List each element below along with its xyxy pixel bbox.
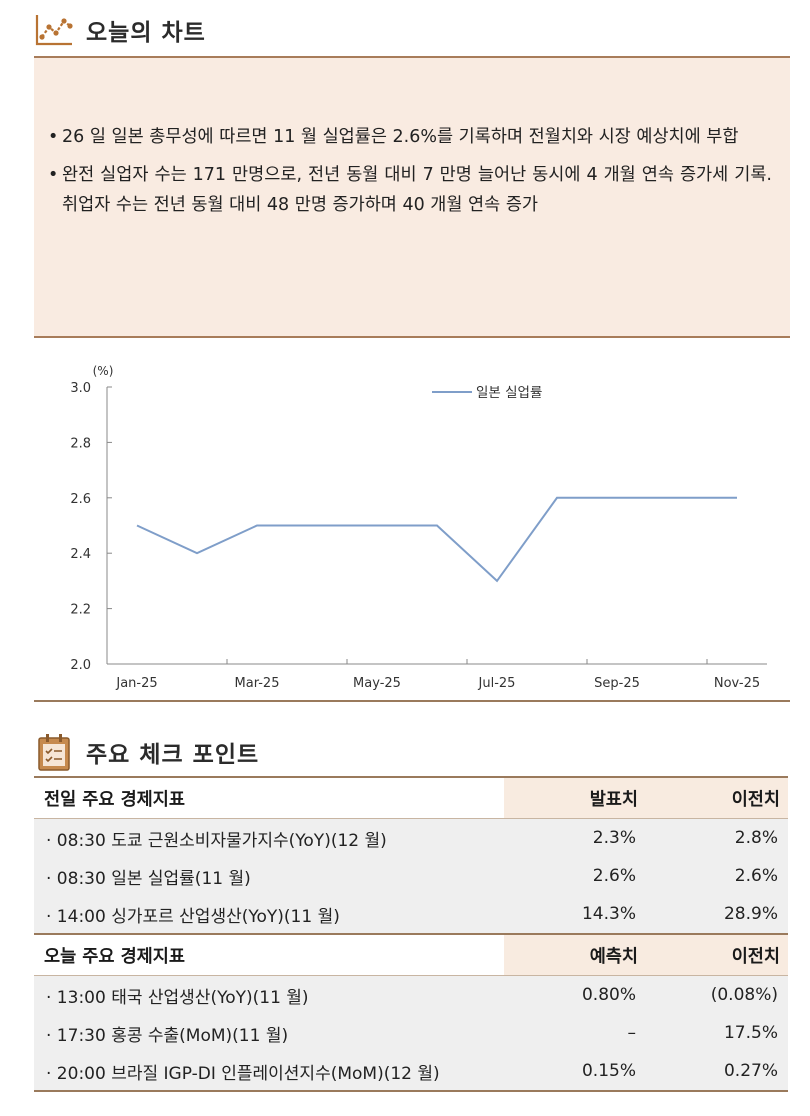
x-tick-label: Nov-25 [714, 676, 760, 691]
series-line [136, 496, 737, 583]
legend-label: 일본 실업률 [476, 385, 542, 401]
x-tick-label: Jan-25 [115, 676, 157, 691]
indicator-previous: 0.27% [646, 1052, 788, 1092]
prev-header-previous: 이전치 [646, 776, 788, 819]
chart-section-header: 오늘의 차트 [34, 10, 206, 50]
y-tick-label: 2.2 [70, 603, 91, 618]
y-tick-label: 2.8 [70, 436, 91, 451]
line-chart: 2.0 2.2 2.4 2.6 2.8 3.0(%) Jan-25 Mar-25 May-25 J… [70, 364, 767, 691]
indicator-previous: 17.5% [646, 1014, 788, 1052]
y-tick-label: 3.0 [70, 381, 91, 396]
indicator-previous: 28.9% [646, 895, 788, 934]
indicator-forecast: 0.15% [504, 1052, 646, 1092]
table-row: · 08:30 도쿄 근원소비자물가지수(YoY)(12 월) 2.3% 2.8… [34, 818, 788, 857]
table-row: · 08:30 일본 실업률(11 월) 2.6% 2.6% [34, 857, 788, 895]
today-header-previous: 이전치 [646, 933, 788, 976]
x-tick-label: Mar-25 [235, 676, 280, 691]
indicator-previous: 2.6% [646, 857, 788, 895]
y-axis-label: (%) [93, 364, 114, 378]
indicator-name: · 08:30 도쿄 근원소비자물가지수(YoY)(12 월) [34, 818, 504, 857]
checkpoint-section-title: 주요 체크 포인트 [86, 742, 260, 768]
x-tick-label: May-25 [353, 676, 401, 691]
summary-bullet: 완전 실업자 수는 171 만명으로, 전년 동월 대비 7 만명 늘어난 동시… [48, 160, 772, 220]
y-tick-label: 2.6 [70, 492, 91, 507]
indicator-table: 전일 주요 경제지표 발표치 이전치 · 08:30 도쿄 근원소비자물가지수(… [34, 776, 788, 1092]
indicator-forecast: – [504, 1014, 646, 1052]
prev-table-header: 전일 주요 경제지표 발표치 이전치 [34, 776, 788, 819]
line-chart-icon [34, 12, 74, 48]
checkpoint-section-header: 주요 체크 포인트 [34, 730, 259, 774]
prev-header-name: 전일 주요 경제지표 [34, 776, 504, 819]
x-tick-label: Jul-25 [478, 676, 516, 691]
summary-list: 26 일 일본 총무성에 따르면 11 월 실업률은 2.6%를 기록하며 전월… [34, 58, 790, 220]
indicator-forecast: 0.80% [504, 975, 646, 1014]
indicator-previous: (0.08%) [646, 975, 788, 1014]
x-tick-label: Sep-25 [594, 676, 640, 691]
indicator-previous: 2.8% [646, 818, 788, 857]
indicator-actual: 14.3% [504, 895, 646, 934]
checklist-icon [34, 734, 74, 771]
indicator-name: · 13:00 태국 산업생산(YoY)(11 월) [34, 975, 504, 1014]
today-header-name: 오늘 주요 경제지표 [34, 933, 504, 976]
y-tick-label: 2.0 [70, 658, 91, 673]
summary-box: 26 일 일본 총무성에 따르면 11 월 실업률은 2.6%를 기록하며 전월… [34, 56, 790, 338]
indicator-name: · 14:00 싱가포르 산업생산(YoY)(11 월) [34, 895, 504, 934]
table-row: · 20:00 브라질 IGP-DI 인플레이션지수(MoM)(12 월) 0.… [34, 1052, 788, 1092]
indicator-actual: 2.3% [504, 818, 646, 857]
table-row: · 14:00 싱가포르 산업생산(YoY)(11 월) 14.3% 28.9% [34, 895, 788, 934]
table-row: · 17:30 홍콩 수출(MoM)(11 월) – 17.5% [34, 1014, 788, 1052]
prev-header-actual: 발표치 [504, 776, 646, 819]
y-tick-label: 2.4 [70, 547, 91, 562]
indicator-name: · 17:30 홍콩 수출(MoM)(11 월) [34, 1014, 504, 1052]
summary-bullet: 26 일 일본 총무성에 따르면 11 월 실업률은 2.6%를 기록하며 전월… [48, 122, 772, 152]
unemployment-chart: 2.0 2.2 2.4 2.6 2.8 3.0 (%) Jan-25 Mar-25 May-25 J… [34, 340, 790, 702]
table-row: · 13:00 태국 산업생산(YoY)(11 월) 0.80% (0.08%) [34, 975, 788, 1014]
chart-section-title: 오늘의 차트 [86, 20, 206, 46]
today-header-forecast: 예측치 [504, 933, 646, 976]
indicator-actual: 2.6% [504, 857, 646, 895]
today-table-header: 오늘 주요 경제지표 예측치 이전치 [34, 933, 788, 976]
indicator-name: · 08:30 일본 실업률(11 월) [34, 857, 504, 895]
indicator-name: · 20:00 브라질 IGP-DI 인플레이션지수(MoM)(12 월) [34, 1052, 504, 1092]
